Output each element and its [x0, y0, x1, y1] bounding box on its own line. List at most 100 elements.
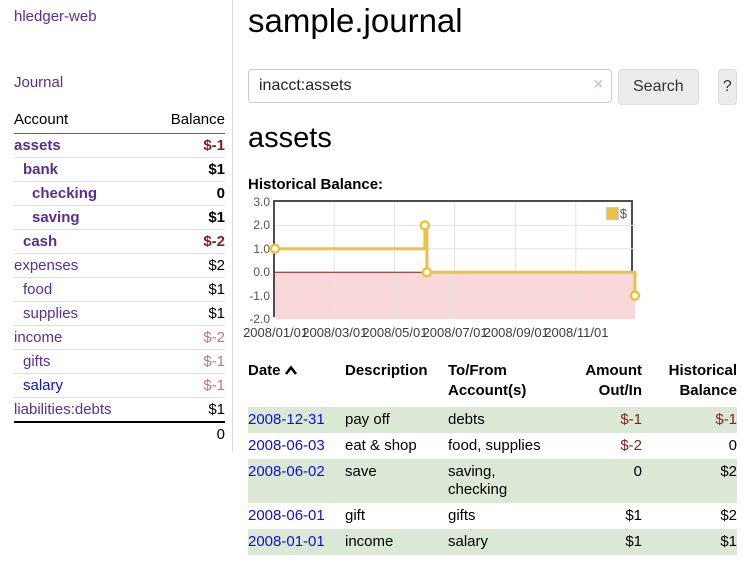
accounts-total-row: 0 [14, 421, 225, 446]
sidebar-account-income[interactable]: income [14, 329, 63, 346]
y-axis-tick-label: -1.0 [249, 288, 270, 303]
transaction-description: gift [345, 507, 366, 524]
register-header-date[interactable]: Date [248, 359, 345, 407]
sidebar-account-expenses[interactable]: expenses [14, 257, 79, 274]
transaction-amount: $-2 [620, 437, 642, 454]
account-balance: $2 [149, 253, 225, 278]
y-axis-tick-label: 3.0 [253, 195, 270, 209]
transaction-row: 2008-12-31 pay off debts $-1 $-1 [248, 407, 737, 433]
accounts-total-balance: 0 [149, 421, 225, 446]
transaction-amount: $1 [625, 507, 642, 524]
sidebar: hledger-web Journal Account Balance asse… [0, 0, 233, 452]
transaction-amount: $1 [625, 533, 642, 550]
account-row: food $1 [14, 277, 225, 302]
y-axis-tick-label: 1.0 [253, 241, 270, 256]
transaction-row: 2008-06-01 gift gifts $1 $2 [248, 503, 737, 529]
account-balance: $1 [149, 301, 225, 326]
help-button[interactable]: ? [717, 69, 737, 105]
transaction-date-link[interactable]: 2008-06-01 [248, 507, 325, 524]
transaction-date-link[interactable]: 2008-06-02 [248, 463, 325, 480]
transaction-balance: $2 [720, 507, 737, 524]
sidebar-account-checking[interactable]: checking [32, 185, 98, 202]
search-input[interactable] [248, 69, 612, 103]
account-row: cash $-2 [14, 229, 225, 254]
chart-plot-area: $ [269, 200, 641, 319]
search-button[interactable]: Search [618, 69, 699, 105]
transaction-accounts: saving, checking [448, 463, 508, 498]
search-form: × Search ? [248, 69, 737, 105]
transaction-balance: $1 [720, 533, 737, 550]
accounts-table: Account Balance assets $-1 bank $1 checking 0… [14, 108, 225, 446]
brand-link[interactable]: hledger-web [14, 8, 97, 25]
account-row: salary $-1 [14, 373, 225, 398]
sidebar-account-food[interactable]: food [23, 281, 53, 298]
transaction-date-link[interactable]: 2008-06-03 [248, 437, 325, 454]
register-header-row: Date Description To/From Account(s) Amou… [248, 359, 737, 407]
sort-ascending-icon [284, 365, 297, 375]
account-row: income $-2 [14, 325, 225, 350]
sidebar-account-gifts[interactable]: gifts [23, 353, 51, 370]
account-balance: $1 [149, 205, 225, 230]
legend-swatch [605, 207, 619, 220]
account-balance: $-2 [149, 229, 225, 254]
sidebar-account-liabilities-debts[interactable]: liabilities:debts [14, 401, 112, 418]
register-header-accounts: To/From Account(s) [448, 362, 527, 399]
chart-canvas [269, 202, 641, 319]
transaction-accounts: debts [448, 411, 485, 428]
transaction-description: income [345, 533, 394, 550]
sidebar-item-journal[interactable]: Journal [14, 74, 64, 91]
x-axis-tick-label: 2008/01/01 [243, 325, 309, 340]
main-content: sample.journal × Search ? assets Histori… [243, 0, 737, 555]
transaction-accounts: food, supplies [448, 437, 541, 454]
chart-legend: $ [604, 205, 628, 222]
transaction-row: 2008-06-03 eat & shop food, supplies $-2 0 [248, 433, 737, 459]
account-balance: $-2 [149, 325, 225, 350]
sidebar-account-assets[interactable]: assets [14, 137, 61, 154]
account-row: checking 0 [14, 181, 225, 206]
historical-balance-chart: $ 3.0 2.0 1.0 0.0 -1.0 -2.0 2008/01/01 2008/03/… [243, 196, 737, 342]
register-header-description: Description [345, 362, 428, 379]
account-heading: assets [248, 122, 332, 154]
x-axis-tick-label: 2008/09/01 [483, 325, 549, 340]
transaction-balance: $-1 [715, 411, 737, 428]
transaction-description: eat & shop [345, 437, 417, 454]
account-balance: 0 [149, 181, 225, 206]
sidebar-account-salary[interactable]: salary [23, 377, 64, 394]
account-balance: $1 [149, 277, 225, 302]
sidebar-account-cash[interactable]: cash [23, 233, 58, 250]
transaction-description: pay off [345, 411, 390, 428]
account-balance: $-1 [203, 137, 225, 154]
sidebar-account-bank[interactable]: bank [23, 161, 59, 178]
account-row: bank $1 [14, 157, 225, 182]
account-row: liabilities:debts $1 [14, 397, 225, 422]
legend-label: $ [619, 206, 627, 221]
transaction-balance: $2 [720, 463, 737, 480]
account-row: supplies $1 [14, 301, 225, 326]
chart-title: Historical Balance: [248, 176, 384, 193]
account-row: saving $1 [14, 205, 225, 230]
sidebar-account-saving[interactable]: saving [32, 209, 80, 226]
y-axis-tick-label: 2.0 [253, 218, 270, 233]
transaction-row: 2008-06-02 save saving, checking 0 $2 [248, 459, 737, 503]
account-row: assets $-1 [14, 134, 225, 158]
transaction-description: save [345, 463, 377, 480]
transaction-amount: 0 [633, 463, 642, 480]
page-title: sample.journal [248, 2, 463, 39]
transaction-date-link[interactable]: 2008-01-01 [248, 533, 325, 550]
transaction-accounts: salary [448, 533, 489, 550]
sidebar-account-supplies[interactable]: supplies [23, 305, 79, 322]
x-axis-tick-label: 2008/05/01 [362, 325, 428, 340]
register-header-balance: Historical Balance [668, 362, 737, 399]
transaction-date-link[interactable]: 2008-12-31 [248, 411, 325, 428]
transaction-row: 2008-01-01 income salary $1 $1 [248, 529, 737, 555]
register-header-amount: Amount Out/In [585, 362, 642, 399]
y-axis-tick-label: -2.0 [249, 312, 270, 326]
clear-search-icon[interactable]: × [593, 76, 603, 93]
accounts-header-balance: Balance [149, 108, 225, 134]
register-table: Date Description To/From Account(s) Amou… [248, 359, 737, 555]
account-balance: $-1 [149, 349, 225, 374]
y-axis-tick-label: 0.0 [253, 265, 270, 280]
account-balance: $1 [149, 397, 225, 422]
accounts-header-account: Account [14, 108, 150, 134]
transaction-accounts: gifts [448, 507, 476, 524]
